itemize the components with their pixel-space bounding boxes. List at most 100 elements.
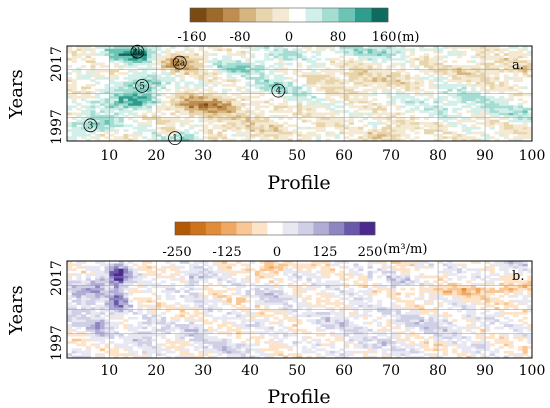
heatmap-cell <box>184 350 190 354</box>
heatmap-cell <box>156 285 162 289</box>
heatmap-cell <box>273 122 279 125</box>
heatmap-cell <box>405 124 411 128</box>
heatmap-cell <box>189 316 195 320</box>
heatmap-cell <box>118 333 124 337</box>
heatmap-cell <box>508 86 514 90</box>
heatmap-cell <box>142 333 148 337</box>
heatmap-cell <box>466 117 472 121</box>
heatmap-cell <box>212 119 218 123</box>
heatmap-cell <box>499 129 505 132</box>
heatmap-cell <box>189 355 195 358</box>
heatmap-cell <box>151 103 157 106</box>
heatmap-cell <box>189 275 195 279</box>
heatmap-cell <box>142 136 148 140</box>
heatmap-cell <box>485 309 491 313</box>
heatmap-cell <box>146 105 152 109</box>
heatmap-cell <box>85 91 91 94</box>
heatmap-cell <box>193 282 199 286</box>
heatmap-cell <box>113 50 120 54</box>
heatmap-cell <box>81 316 87 320</box>
heatmap-cell <box>90 294 96 298</box>
heatmap-cell <box>254 72 260 75</box>
heatmap-cell <box>362 131 369 135</box>
heatmap-cell <box>67 275 73 279</box>
heatmap-cell <box>254 114 260 118</box>
heatmap-cell <box>104 282 110 286</box>
heatmap-cell <box>123 110 129 113</box>
heatmap-cell <box>250 69 256 73</box>
heatmap-cell <box>268 126 275 130</box>
heatmap-cell <box>466 131 472 135</box>
heatmap-cell <box>330 311 336 315</box>
heatmap-cell <box>395 304 401 308</box>
heatmap-cell <box>447 277 453 281</box>
heatmap-cell <box>517 93 524 97</box>
heatmap-cell <box>358 282 364 286</box>
colorbar-swatch <box>355 8 372 22</box>
heatmap-cell <box>527 50 532 54</box>
heatmap-cell <box>207 60 214 64</box>
heatmap-cell <box>203 69 209 73</box>
heatmap-cell <box>513 131 519 135</box>
heatmap-cell <box>278 309 284 313</box>
heatmap-cell <box>377 50 383 54</box>
heatmap-cell <box>268 84 275 87</box>
heatmap-cell <box>306 91 312 94</box>
heatmap-cell <box>71 341 77 344</box>
heatmap-cell <box>222 48 228 52</box>
heatmap-cell <box>231 343 237 347</box>
heatmap-cell <box>320 88 326 92</box>
heatmap-cell <box>170 105 176 109</box>
heatmap-cell <box>90 105 96 109</box>
heatmap-cell <box>344 343 350 347</box>
heatmap-cell <box>245 88 251 92</box>
heatmap-cell <box>165 328 171 332</box>
heatmap-cell <box>315 304 322 308</box>
heatmap-cell <box>320 65 326 68</box>
heatmap-cell <box>250 314 256 318</box>
heatmap-cell <box>268 353 275 356</box>
heatmap-cell <box>137 50 143 54</box>
heatmap-cell <box>278 69 284 73</box>
heatmap-cell <box>67 355 73 358</box>
heatmap-cell <box>470 292 477 296</box>
heatmap-cell <box>489 114 495 118</box>
heatmap-cell <box>226 345 232 349</box>
heatmap-cell <box>179 311 185 315</box>
heatmap-cell <box>433 55 439 59</box>
heatmap-cell <box>433 100 439 104</box>
heatmap-cell <box>428 91 434 94</box>
heatmap-cell <box>142 93 148 97</box>
heatmap-cell <box>259 321 265 325</box>
heatmap-cell <box>90 324 96 327</box>
heatmap-cell <box>456 299 462 303</box>
heatmap-cell <box>160 129 167 132</box>
heatmap-cell <box>358 326 364 330</box>
heatmap-cell <box>128 338 134 342</box>
heatmap-cell <box>207 341 214 344</box>
heatmap-cell <box>175 107 181 111</box>
heatmap-cell <box>142 282 148 286</box>
heatmap-cell <box>226 60 232 64</box>
heatmap-cell <box>508 353 514 356</box>
heatmap-cell <box>438 57 444 61</box>
heatmap-cell <box>306 136 312 140</box>
heatmap-cell <box>348 129 354 132</box>
heatmap-cell <box>494 48 500 52</box>
heatmap-cell <box>315 48 322 52</box>
heatmap-cell <box>438 62 444 66</box>
heatmap-cell <box>104 331 110 335</box>
heatmap-cell <box>123 355 129 358</box>
heatmap-cell <box>372 304 378 308</box>
heatmap-cell <box>226 326 232 330</box>
heatmap-cell <box>517 131 524 135</box>
colorbar-b-tick: -250 <box>162 245 191 260</box>
heatmap-cell <box>297 353 303 356</box>
heatmap-cell <box>522 48 528 52</box>
heatmap-cell <box>470 294 477 298</box>
heatmap-cell <box>470 319 477 323</box>
heatmap-cell <box>156 100 162 104</box>
heatmap-cell <box>386 355 392 358</box>
heatmap-cell <box>179 350 185 354</box>
heatmap-cell <box>95 294 101 298</box>
